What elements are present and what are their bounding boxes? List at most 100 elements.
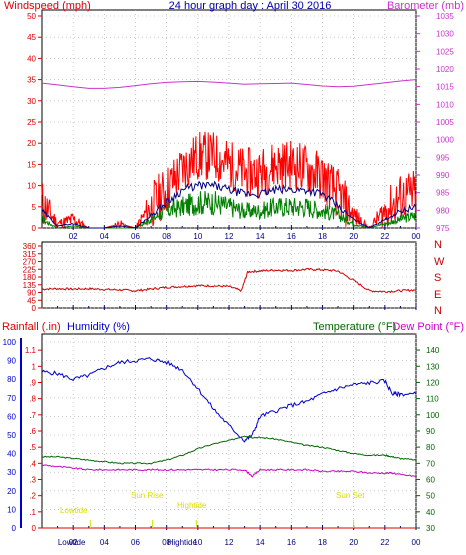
wind-tick-label: 45: [27, 33, 36, 42]
humidity-tick-label: 0: [12, 524, 17, 533]
series-barometer: [41, 79, 417, 89]
time-label-panel1: 18: [318, 232, 327, 241]
time-label-panel3: 10: [193, 538, 202, 547]
baro-tick-label: 995: [436, 153, 450, 162]
humidity-tick-label: 100: [3, 338, 17, 347]
wind-tick-label: 10: [27, 182, 36, 191]
graph-title: 24 hour graph day : April 30 2016: [169, 0, 332, 12]
rain-tick-label: 1.1: [25, 346, 37, 355]
direction-label-n-top: N: [434, 239, 442, 251]
time-label-panel3: 04: [100, 538, 109, 547]
time-label-panel3: 14: [256, 538, 265, 547]
baro-tick-label: 1010: [436, 100, 454, 109]
temperature-tick-label: 90: [426, 427, 435, 436]
humidity-tick-label: 10: [7, 505, 16, 514]
temperature-tick-label: 50: [426, 492, 435, 501]
series-wind-direction: [41, 267, 417, 294]
baro-tick-label: 1035: [436, 12, 454, 21]
rainfall-axis-label: Rainfall (.in): [2, 321, 61, 333]
annotation-lowtide: Lowtide: [60, 506, 88, 515]
direction-label-w: W: [434, 256, 445, 268]
wind-tick-label: 25: [27, 118, 36, 127]
wind-tick-label: 35: [27, 76, 36, 85]
temperature-tick-label: 60: [426, 475, 435, 484]
baro-tick-label: 975: [436, 224, 450, 233]
rain-tick-label: .9: [29, 379, 36, 388]
rain-tick-label: .4: [29, 459, 36, 468]
time-label-panel3: 08: [162, 538, 171, 547]
humidity-tick-label: 60: [7, 412, 16, 421]
direction-tick-label: 360: [23, 242, 37, 251]
rain-tick-label: .6: [29, 427, 36, 436]
humidity-tick-label: 30: [7, 468, 16, 477]
rain-tick-label: .2: [29, 492, 36, 501]
temperature-tick-label: 110: [426, 395, 439, 404]
time-label-panel1: 06: [131, 232, 140, 241]
humidity-tick-label: 90: [7, 357, 16, 366]
time-label-panel3: 06: [131, 538, 140, 547]
direction-tick-label: 225: [23, 265, 37, 274]
time-label-panel3: 00: [412, 538, 421, 547]
temperature-tick-label: 140: [426, 346, 440, 355]
humidity-tick-label: 40: [7, 450, 16, 459]
series-temperature: [41, 435, 417, 465]
time-label-panel1: 02: [69, 232, 78, 241]
rain-tick-label: .1: [29, 508, 36, 517]
rain-tick-label: .7: [29, 411, 36, 420]
time-label-panel3: 12: [225, 538, 234, 547]
direction-tick-label: 315: [23, 250, 37, 259]
time-label-panel3: 20: [349, 538, 358, 547]
humidity-tick-label: 70: [7, 394, 16, 403]
time-label-panel1: 22: [380, 232, 389, 241]
baro-tick-label: 1025: [436, 47, 454, 56]
bottom-hightide-label: Hightide: [168, 538, 198, 547]
rain-tick-label: .3: [29, 476, 36, 485]
baro-tick-label: 1015: [436, 83, 454, 92]
baro-tick-label: 1005: [436, 118, 454, 127]
wind-tick-label: 30: [27, 97, 36, 106]
time-label-panel1: 12: [225, 232, 234, 241]
barometer-axis-label: Barometer (mb): [387, 0, 464, 12]
annotation-sunset: Sun Set: [336, 491, 365, 500]
dewpoint-axis-label: Dew Point (°F): [392, 321, 464, 333]
direction-tick-label: 0: [32, 304, 37, 313]
temperature-tick-label: 70: [426, 459, 435, 468]
rain-tick-label: 0: [32, 524, 37, 533]
series-humidity: [41, 357, 417, 443]
temperature-tick-label: 80: [426, 443, 435, 452]
temperature-axis-label: Temperature (°F): [313, 321, 396, 333]
series-dewpoint: [41, 464, 417, 478]
time-label-panel3: 02: [69, 538, 78, 547]
series-average-speed: [41, 180, 417, 229]
annotation-sunrise: Sun Rise: [131, 491, 164, 500]
wind-tick-label: 50: [27, 12, 36, 21]
baro-tick-label: 980: [436, 206, 450, 215]
windspeed-axis-label: Windspeed (mph): [4, 0, 91, 12]
humidity-axis-label: Humidity (%): [67, 321, 130, 333]
bottom-lowtide-label: Lowtide: [58, 538, 86, 547]
temperature-tick-label: 120: [426, 378, 440, 387]
baro-tick-label: 1030: [436, 30, 454, 39]
direction-tick-label: 135: [23, 281, 37, 290]
rain-tick-label: .8: [29, 395, 36, 404]
time-label-panel3: 18: [318, 538, 327, 547]
direction-label-s: S: [434, 272, 441, 284]
time-label-panel1: 20: [349, 232, 358, 241]
time-label-panel1: 16: [287, 232, 296, 241]
time-label-panel1: 00: [412, 232, 421, 241]
baro-tick-label: 1020: [436, 65, 454, 74]
time-label-panel3: 16: [287, 538, 296, 547]
chart-dynamic-layer: 0202040406060808101012121414161618182020…: [3, 10, 454, 547]
direction-label-e: E: [434, 289, 441, 301]
time-label-panel1: 04: [100, 232, 109, 241]
wind-tick-label: 20: [27, 139, 36, 148]
direction-tick-label: 180: [23, 273, 37, 282]
direction-label-n-bottom: N: [434, 305, 442, 317]
time-label-panel1: 10: [193, 232, 202, 241]
wind-tick-label: 0: [32, 224, 37, 233]
wind-tick-label: 5: [32, 203, 37, 212]
direction-tick-label: 270: [23, 258, 37, 267]
rain-tick-label: .5: [29, 443, 36, 452]
